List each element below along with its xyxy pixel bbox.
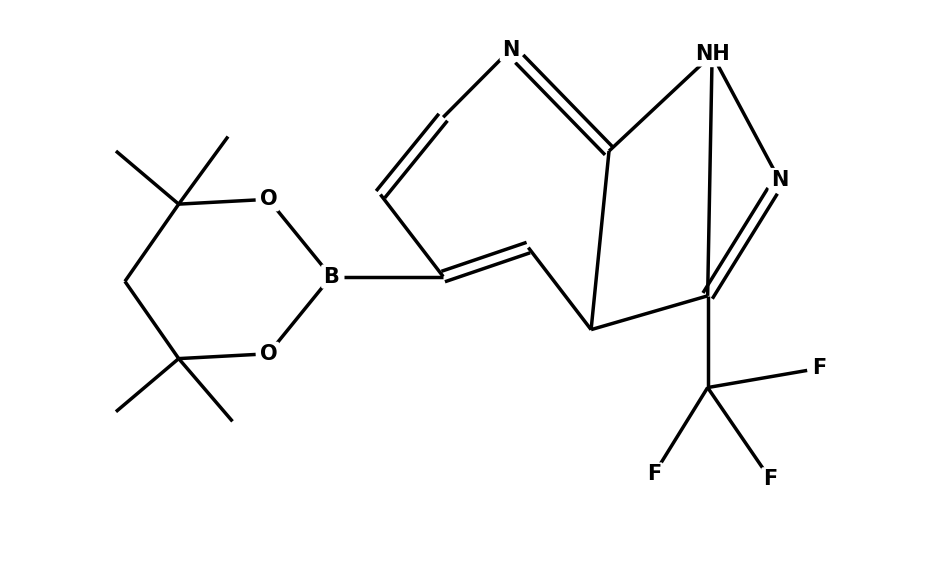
Text: F: F	[813, 358, 827, 378]
Text: O: O	[259, 344, 277, 364]
Text: F: F	[647, 464, 661, 484]
Text: B: B	[324, 267, 339, 287]
Text: N: N	[771, 170, 788, 190]
Text: F: F	[763, 469, 778, 489]
Text: O: O	[259, 190, 277, 210]
Text: N: N	[501, 39, 519, 59]
Text: NH: NH	[694, 45, 729, 65]
